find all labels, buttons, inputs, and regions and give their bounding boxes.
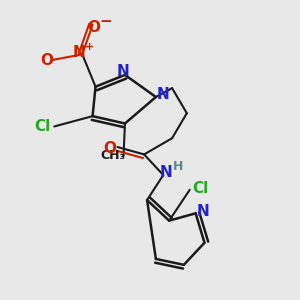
Text: Cl: Cl <box>34 119 51 134</box>
Text: N: N <box>117 64 130 80</box>
Text: O: O <box>40 53 53 68</box>
Text: H: H <box>173 160 183 173</box>
Text: N: N <box>157 87 169 102</box>
Text: N: N <box>196 204 209 219</box>
Text: −: − <box>100 14 112 29</box>
Text: Cl: Cl <box>192 181 208 196</box>
Text: +: + <box>85 42 94 52</box>
Text: O: O <box>88 20 100 35</box>
Text: CH₃: CH₃ <box>101 149 126 162</box>
Text: O: O <box>104 141 117 156</box>
Text: N: N <box>160 165 172 180</box>
Text: N: N <box>73 45 86 60</box>
